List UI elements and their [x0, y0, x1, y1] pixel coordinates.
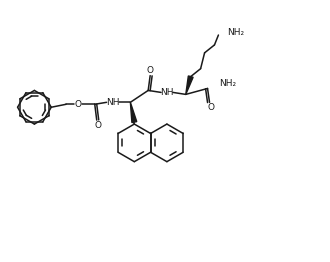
Text: NH₂: NH₂ [219, 79, 237, 88]
Text: O: O [207, 103, 214, 112]
Text: O: O [75, 100, 82, 109]
Text: O: O [94, 121, 101, 130]
Text: O: O [147, 66, 154, 75]
Polygon shape [186, 76, 193, 94]
Text: NH: NH [106, 98, 119, 107]
Text: NH₂: NH₂ [227, 28, 245, 37]
Polygon shape [130, 102, 137, 123]
Text: NH: NH [160, 88, 174, 97]
